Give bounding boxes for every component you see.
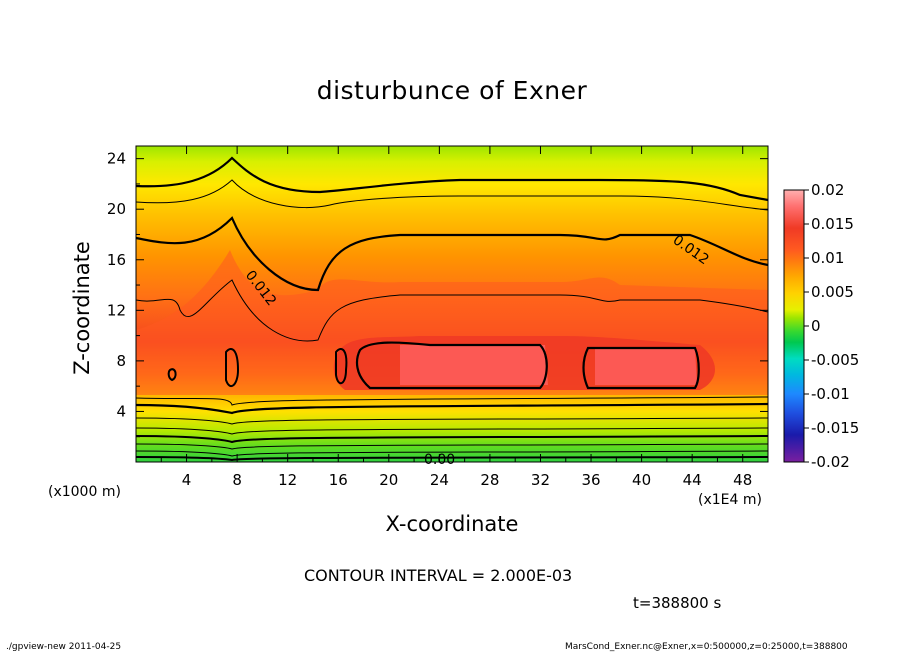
colorbar-tick-label: -0.015 bbox=[811, 419, 859, 437]
contour-interval: CONTOUR INTERVAL = 2.000E-03 bbox=[304, 566, 573, 585]
colorbar-tick-label: 0.02 bbox=[811, 181, 844, 199]
time-label: t=388800 s bbox=[633, 594, 722, 612]
contour-line bbox=[167, 368, 177, 382]
footer-left: ./gpview-new 2011-04-25 bbox=[6, 642, 122, 652]
contour-line bbox=[136, 456, 768, 462]
colorbar-tick-label: 0.01 bbox=[811, 249, 844, 267]
contour-line bbox=[136, 396, 768, 406]
y-tick-label: 12 bbox=[107, 301, 126, 319]
contour-line bbox=[136, 443, 768, 450]
y-tick-label: 24 bbox=[107, 150, 126, 168]
x-tick-label: 36 bbox=[581, 471, 600, 489]
contour-field bbox=[136, 146, 768, 462]
contour-line bbox=[136, 179, 768, 211]
y-tick-label: 16 bbox=[107, 251, 126, 269]
x-tick-label: 32 bbox=[531, 471, 550, 489]
x-axis-ticks: 4 8 12 16 20 24 28 32 36 40 44 48 bbox=[160, 146, 752, 489]
contour-line bbox=[136, 417, 768, 425]
contour-line bbox=[136, 279, 768, 342]
x-tick-label: 44 bbox=[683, 471, 702, 489]
contour-line bbox=[136, 450, 768, 457]
colorbar-tick-label: 0 bbox=[811, 317, 821, 335]
footer-right: MarsCond_Exner.nc@Exner,x=0:500000,z=0:2… bbox=[565, 642, 848, 652]
colorbar-tick-label: -0.02 bbox=[811, 453, 850, 471]
y-tick-label: 20 bbox=[107, 200, 126, 218]
plot-frame bbox=[135, 145, 769, 463]
contour-line bbox=[136, 402, 768, 415]
contour-line bbox=[582, 346, 700, 390]
contour-line bbox=[136, 156, 768, 202]
y-axis-ticks: 4 8 12 16 20 24 bbox=[107, 150, 768, 438]
colorbar bbox=[783, 189, 805, 463]
chart-title: disturbunce of Exner bbox=[316, 76, 588, 105]
contour-region-peak bbox=[400, 345, 697, 385]
y-axis-unit: (x1000 m) bbox=[48, 484, 121, 500]
contour-line bbox=[136, 427, 768, 435]
colorbar-tick-label: -0.005 bbox=[811, 351, 859, 369]
x-tick-label: 40 bbox=[632, 471, 651, 489]
contour-line bbox=[335, 348, 348, 385]
x-tick-label: 12 bbox=[278, 471, 297, 489]
contour-line bbox=[136, 216, 768, 292]
contour-line bbox=[355, 341, 548, 390]
x-tick-label: 48 bbox=[733, 471, 752, 489]
x-tick-label: 28 bbox=[480, 471, 499, 489]
x-tick-label: 24 bbox=[430, 471, 449, 489]
x-tick-label: 16 bbox=[329, 471, 348, 489]
x-axis-unit: (x1E4 m) bbox=[698, 492, 762, 508]
colorbar-tick-label: 0.015 bbox=[811, 215, 854, 233]
x-tick-label: 20 bbox=[379, 471, 398, 489]
contour-line bbox=[136, 435, 768, 444]
y-tick-label: 8 bbox=[116, 352, 126, 370]
y-axis-label: Z-coordinate bbox=[70, 241, 94, 375]
colorbar-tick-label: -0.01 bbox=[811, 385, 850, 403]
contour-line bbox=[225, 348, 240, 388]
x-tick-label: 4 bbox=[182, 471, 192, 489]
y-tick-label: 4 bbox=[116, 402, 126, 420]
x-axis-label: X-coordinate bbox=[385, 512, 519, 536]
x-tick-label: 8 bbox=[232, 471, 242, 489]
colorbar-ticks: 0.02 0.015 0.01 0.005 0 -0.005 -0.01 -0.015 -0.0… bbox=[804, 181, 859, 471]
colorbar-tick-label: 0.005 bbox=[811, 283, 854, 301]
